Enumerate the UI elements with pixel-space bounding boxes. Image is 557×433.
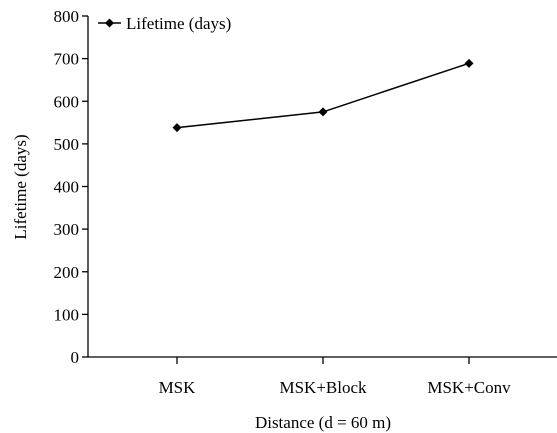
- data-point-diamond: [318, 107, 328, 117]
- axes: [87, 16, 557, 358]
- y-tick-label: 400: [54, 178, 80, 197]
- x-axis-title: Distance (d = 60 m): [255, 413, 391, 432]
- legend-label: Lifetime (days): [126, 14, 231, 33]
- y-tick-label: 200: [54, 263, 80, 282]
- y-tick-label: 600: [54, 92, 80, 111]
- y-tick-label: 700: [54, 50, 80, 69]
- y-tick-label: 500: [54, 135, 80, 154]
- y-tick-label: 100: [54, 305, 80, 324]
- legend: Lifetime (days): [98, 14, 231, 33]
- series-layer: [172, 58, 474, 133]
- x-tick-label: MSK: [159, 378, 197, 397]
- data-point-diamond: [172, 123, 182, 133]
- data-point-diamond: [464, 58, 474, 68]
- x-axis-ticks: MSK MSK+Block MSK+Conv: [159, 357, 511, 397]
- legend-marker-diamond-icon: [105, 18, 114, 28]
- series-line: [176, 62, 470, 129]
- y-tick-label: 0: [71, 348, 80, 367]
- y-tick-label: 300: [54, 220, 80, 239]
- y-axis-title: Lifetime (days): [11, 134, 30, 239]
- y-axis-ticks: 0 100 200 300 400 500 600 700 800: [54, 7, 88, 367]
- x-tick-label: MSK+Block: [279, 378, 367, 397]
- x-tick-label: MSK+Conv: [427, 378, 511, 397]
- y-tick-label: 800: [54, 7, 80, 26]
